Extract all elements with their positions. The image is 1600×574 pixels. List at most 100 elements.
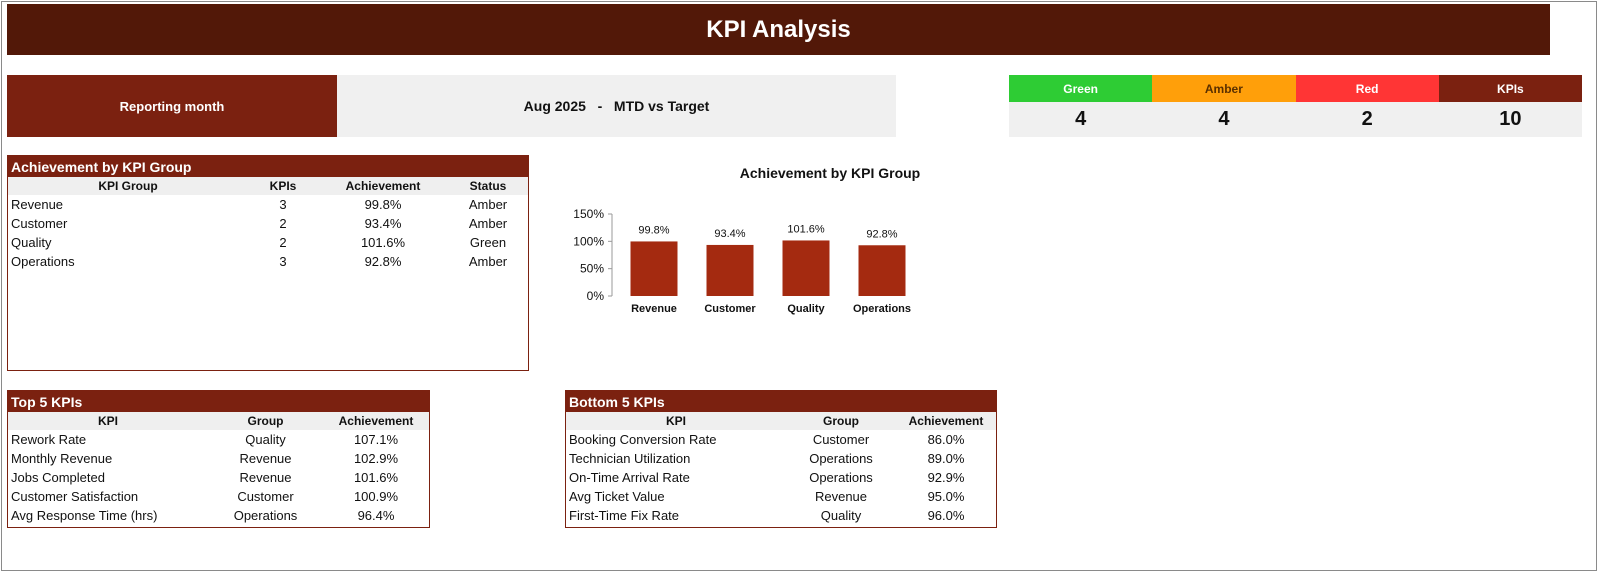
group-table: KPI Group KPIs Achievement Status Revenu… (8, 177, 528, 271)
cell-achievement: 102.9% (353, 451, 399, 466)
status-red: Red 2 (1295, 75, 1439, 137)
table-row: Technician Utilization Operations 89.0% (566, 449, 996, 468)
cell-kpis: 3 (279, 197, 287, 212)
bottom5-panel: Bottom 5 KPIs KPI Group Achievement Book… (565, 390, 997, 528)
col-group: Group (786, 412, 896, 430)
status-green-label: Green (1009, 75, 1153, 102)
table-row: Monthly Revenue Revenue 102.9% (8, 449, 429, 468)
cell-achievement: 92.9% (927, 470, 965, 485)
bottom5-header: KPI Group Achievement (566, 412, 996, 430)
top5-panel: Top 5 KPIs KPI Group Achievement Rework … (7, 390, 430, 528)
bar-operations (858, 245, 906, 296)
cell-group: Revenue (239, 470, 292, 485)
cell-achievement: 86.0% (927, 432, 965, 447)
status-green: Green 4 (1009, 75, 1153, 137)
bar-customer (706, 244, 754, 296)
cell-kpi: Rework Rate (11, 432, 87, 447)
data-label: 99.8% (638, 224, 669, 236)
cell-group: Customer (237, 489, 294, 504)
chart-title: Achievement by KPI Group (739, 165, 921, 181)
col-group: Group (208, 412, 323, 430)
table-row: On-Time Arrival Rate Operations 92.9% (566, 468, 996, 487)
data-label: 92.8% (866, 228, 897, 240)
cell-group: Operations (809, 470, 873, 485)
cell-status: Amber (468, 197, 508, 212)
cell-kpi: Technician Utilization (569, 451, 691, 466)
cell-group: Revenue (239, 451, 292, 466)
bottom5-title: Bottom 5 KPIs (566, 391, 996, 412)
top5-title: Top 5 KPIs (8, 391, 429, 412)
cell-kpi: On-Time Arrival Rate (569, 470, 690, 485)
col-kpis: KPIs (248, 177, 318, 195)
table-row: Rework Rate Quality 107.1% (8, 430, 429, 449)
top5-table: KPI Group Achievement Rework Rate Qualit… (8, 412, 429, 525)
cell-group: Operations (809, 451, 873, 466)
table-row: Operations 3 92.8% Amber (8, 252, 528, 271)
group-table-header: KPI Group KPIs Achievement Status (8, 177, 528, 195)
table-row: Avg Ticket Value Revenue 95.0% (566, 487, 996, 506)
cell-achievement: 89.0% (927, 451, 965, 466)
cell-group: Quality (820, 508, 862, 523)
status-summary: Green 4 Amber 4 Red 2 KPIs 10 (1009, 75, 1582, 137)
col-kpi: KPI (566, 412, 786, 430)
y-tick-label: 150% (573, 207, 604, 221)
table-row: Customer 2 93.4% Amber (8, 214, 528, 233)
status-kpis-count: 10 (1438, 102, 1582, 137)
cell-achievement: 95.0% (927, 489, 965, 504)
status-amber-label: Amber (1152, 75, 1296, 102)
cell-group: Quality (245, 432, 286, 447)
cell-kpi: Monthly Revenue (11, 451, 113, 466)
cell-achievement: 101.6% (360, 235, 406, 250)
cell-kpi: First-Time Fix Rate (569, 508, 680, 523)
cell-achievement: 96.4% (357, 508, 395, 523)
x-tick-label: Quality (787, 303, 825, 315)
cell-status: Amber (468, 216, 508, 231)
page-title: KPI Analysis (7, 4, 1550, 55)
y-tick-label: 0% (587, 289, 605, 303)
reporting-month-value[interactable]: Aug 2025 - MTD vs Target (337, 75, 896, 137)
cell-achievement: 107.1% (353, 432, 399, 447)
col-achievement: Achievement (323, 412, 429, 430)
status-red-count: 2 (1295, 102, 1439, 137)
reporting-month-label: Reporting month (7, 75, 337, 137)
cell-group: Customer (812, 432, 870, 447)
cell-kpi: Booking Conversion Rate (569, 432, 717, 447)
cell-status: Amber (468, 254, 508, 269)
table-row: Booking Conversion Rate Customer 86.0% (566, 430, 996, 449)
cell-achievement: 93.4% (364, 216, 402, 231)
group-table-panel: Achievement by KPI Group KPI Group KPIs … (7, 155, 529, 371)
table-row: Revenue 3 99.8% Amber (8, 195, 528, 214)
cell-group: Quality (11, 235, 52, 250)
cell-kpi: Customer Satisfaction (11, 489, 139, 504)
cell-achievement: 100.9% (353, 489, 399, 504)
data-label: 93.4% (714, 228, 745, 240)
col-achievement: Achievement (318, 177, 448, 195)
y-tick-label: 50% (580, 262, 604, 276)
status-amber-count: 4 (1152, 102, 1296, 137)
bottom5-table: KPI Group Achievement Booking Conversion… (566, 412, 996, 525)
cell-achievement: 99.8% (364, 197, 402, 212)
status-kpis: KPIs 10 (1438, 75, 1582, 137)
cell-group: Customer (11, 216, 68, 231)
cell-achievement: 101.6% (353, 470, 399, 485)
col-status: Status (448, 177, 528, 195)
x-tick-label: Operations (853, 303, 911, 315)
col-achievement: Achievement (896, 412, 996, 430)
data-label: 101.6% (787, 223, 825, 235)
bar-revenue (630, 241, 678, 296)
cell-kpi: Jobs Completed (11, 470, 105, 485)
table-row: Avg Response Time (hrs) Operations 96.4% (8, 506, 429, 525)
cell-kpi: Avg Ticket Value (569, 489, 665, 504)
cell-kpis: 2 (279, 216, 287, 231)
status-kpis-label: KPIs (1438, 75, 1582, 102)
table-row: Quality 2 101.6% Green (8, 233, 528, 252)
cell-group: Operations (11, 254, 75, 269)
cell-group: Revenue (814, 489, 868, 504)
cell-group: Revenue (11, 197, 64, 212)
table-row: First-Time Fix Rate Quality 96.0% (566, 506, 996, 525)
cell-kpi: Avg Response Time (hrs) (11, 508, 158, 523)
bar-quality (782, 240, 830, 296)
top5-header: KPI Group Achievement (8, 412, 429, 430)
status-amber: Amber 4 (1152, 75, 1296, 137)
x-tick-label: Customer (704, 303, 756, 315)
